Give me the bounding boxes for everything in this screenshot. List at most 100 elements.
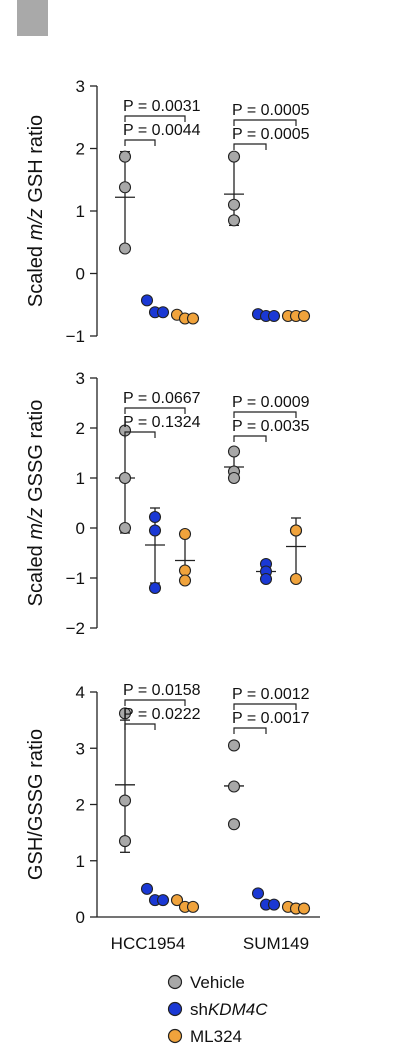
data-point-ml324	[289, 572, 303, 586]
y-axis-label-part: Scaled	[25, 240, 47, 307]
data-point-ml324	[186, 312, 200, 325]
p-value-label: P = 0.0667	[123, 390, 201, 407]
data-point-shkdm4c	[267, 898, 281, 911]
y-axis-label-part: GSH ratio	[25, 115, 47, 208]
data-point-shkdm4c	[148, 510, 162, 524]
y-tick-label: 2	[76, 796, 85, 815]
data-point-vehicle	[227, 471, 241, 485]
y-tick-label: 2	[76, 140, 85, 159]
y-tick-label: 2	[76, 419, 85, 438]
p-value-label: P = 0.0044	[123, 122, 201, 139]
y-tick-label: −1	[66, 569, 85, 588]
y-tick-label: 0	[76, 265, 85, 284]
data-point-vehicle	[118, 150, 132, 163]
legend-marker-vehicle	[167, 974, 183, 990]
y-tick-label: 1	[76, 852, 85, 871]
legend-label-shkdm4c: shKDM4C	[190, 1000, 268, 1019]
data-point-shkdm4c	[267, 309, 281, 323]
y-tick-label: 1	[76, 469, 85, 488]
legend-marker-shkdm4c	[167, 1001, 183, 1017]
p-value-label: P = 0.0222	[123, 706, 201, 723]
y-axis-label: Scaled m/z GSSG ratio	[25, 400, 47, 607]
data-point-vehicle	[118, 521, 132, 535]
p-value-label: P = 0.0158	[123, 682, 201, 699]
data-point-shkdm4c	[156, 894, 170, 907]
data-point-vehicle	[118, 181, 132, 194]
panel-3: 0 1 2 3 4 GSH/GSSG ratio P = 0.0158 P = 0.0222 P…	[25, 682, 320, 927]
significance-bracket	[124, 115, 186, 122]
p-value-label: P = 0.0005	[232, 102, 310, 119]
p-value-label: P = 0.0017	[232, 710, 310, 727]
significance-bracket	[233, 727, 267, 734]
data-point-ml324	[186, 900, 200, 913]
panel-1: −1 0 1 2 3 Scaled m/z GSH ratio P = 0.0031 P = …	[25, 77, 311, 346]
y-axis-label-italic: m/z	[25, 507, 47, 539]
data-point-ml324	[178, 574, 192, 587]
data-point-vehicle	[227, 818, 241, 831]
y-tick-label: 3	[76, 739, 85, 758]
y-axis-label-italic: m/z	[25, 208, 47, 240]
data-point-vehicle	[118, 471, 132, 485]
data-point-vehicle	[227, 214, 241, 227]
significance-bracket	[233, 435, 267, 442]
p-value-label: P = 0.0005	[232, 126, 310, 143]
data-point-shkdm4c	[251, 887, 265, 900]
legend-marker-ml324	[167, 1028, 183, 1044]
y-tick-label: 0	[76, 908, 85, 927]
y-tick-label: −2	[66, 619, 85, 638]
legend-label-ml324: ML324	[190, 1027, 242, 1046]
y-axis-label: GSH/GSSG ratio	[25, 729, 47, 880]
panels-layer: −1 0 1 2 3 Scaled m/z GSH ratio P = 0.0031 P = …	[25, 77, 320, 927]
y-axis-label: Scaled m/z GSH ratio	[25, 115, 47, 307]
significance-bracket	[233, 703, 297, 710]
data-point-shkdm4c	[156, 306, 170, 319]
data-point-shkdm4c	[148, 581, 162, 595]
legend-item-shkdm4c: shKDM4C	[167, 1000, 268, 1019]
panel-badge	[17, 0, 48, 36]
data-point-vehicle	[118, 835, 132, 848]
significance-bracket	[124, 407, 186, 414]
data-point-vehicle	[227, 198, 241, 211]
x-category-sum149: SUM149	[243, 934, 309, 953]
y-tick-label: 3	[76, 369, 85, 388]
legend: Vehicle shKDM4C ML324	[167, 973, 268, 1046]
x-category-hcc1954: HCC1954	[111, 934, 186, 953]
data-point-shkdm4c	[140, 882, 154, 895]
significance-bracket	[124, 699, 186, 706]
significance-bracket	[233, 119, 297, 126]
p-value-label: P = 0.0035	[232, 418, 310, 435]
data-point-vehicle	[227, 150, 241, 163]
data-point-ml324	[297, 902, 311, 915]
y-axis-label-part: Scaled	[25, 540, 47, 607]
data-point-vehicle	[118, 794, 132, 807]
data-point-shkdm4c	[148, 524, 162, 537]
panel-2: −2 −1 0 1 2 3 Scaled m/z GSSG ratio P = 0.0667 P…	[25, 369, 310, 638]
y-tick-label: 0	[76, 519, 85, 538]
y-tick-label: 3	[76, 77, 85, 96]
data-point-ml324	[170, 894, 184, 907]
p-value-label: P = 0.0009	[232, 394, 310, 411]
legend-label-vehicle: Vehicle	[190, 973, 245, 992]
y-tick-label: −1	[66, 327, 85, 346]
significance-bracket	[124, 431, 156, 438]
data-point-vehicle	[227, 445, 241, 458]
data-point-vehicle	[118, 242, 132, 255]
data-point-shkdm4c	[140, 294, 154, 307]
y-tick-label: 4	[76, 683, 85, 702]
data-point-vehicle	[227, 739, 241, 752]
significance-bracket	[124, 139, 156, 146]
significance-bracket	[233, 143, 267, 150]
y-axis-label-part: GSSG ratio	[25, 400, 47, 508]
y-tick-label: 1	[76, 202, 85, 221]
p-value-label: P = 0.0012	[232, 686, 310, 703]
significance-bracket	[124, 723, 156, 730]
x-axis-categories: HCC1954 SUM149	[111, 934, 309, 953]
data-point-ml324	[178, 527, 192, 541]
significance-bracket	[233, 411, 297, 418]
data-point-shkdm4c	[259, 572, 273, 586]
data-point-ml324	[297, 309, 311, 323]
legend-item-vehicle: Vehicle	[167, 973, 245, 992]
legend-item-ml324: ML324	[167, 1027, 242, 1046]
data-point-ml324	[289, 524, 303, 537]
